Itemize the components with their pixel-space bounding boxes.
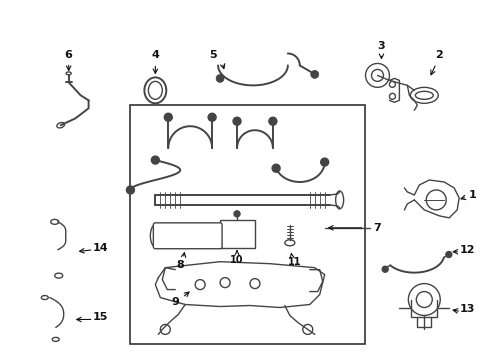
Text: 10: 10: [230, 255, 244, 265]
Text: 7: 7: [373, 223, 381, 233]
Circle shape: [271, 164, 280, 172]
Text: 8: 8: [176, 260, 184, 270]
Text: 3: 3: [377, 41, 385, 50]
Circle shape: [382, 266, 387, 272]
Circle shape: [164, 113, 172, 121]
Bar: [220, 220, 254, 248]
Bar: [130, 105, 364, 345]
Text: 2: 2: [434, 50, 442, 60]
Circle shape: [310, 71, 318, 78]
Circle shape: [216, 75, 224, 82]
Circle shape: [320, 158, 328, 166]
Text: 4: 4: [151, 50, 159, 60]
Text: 1: 1: [468, 190, 475, 200]
Circle shape: [445, 252, 451, 257]
FancyBboxPatch shape: [153, 223, 222, 249]
Circle shape: [126, 186, 134, 194]
Circle shape: [268, 117, 276, 125]
Text: 14: 14: [93, 243, 108, 253]
Text: 15: 15: [93, 312, 108, 323]
Circle shape: [233, 117, 241, 125]
Circle shape: [151, 156, 159, 164]
Text: 12: 12: [458, 245, 474, 255]
Circle shape: [234, 211, 240, 217]
Text: 9: 9: [171, 297, 179, 306]
Text: 13: 13: [459, 305, 474, 315]
Text: 5: 5: [209, 50, 217, 60]
Text: 6: 6: [64, 50, 73, 60]
Text: 11: 11: [287, 257, 301, 267]
Circle shape: [208, 113, 216, 121]
